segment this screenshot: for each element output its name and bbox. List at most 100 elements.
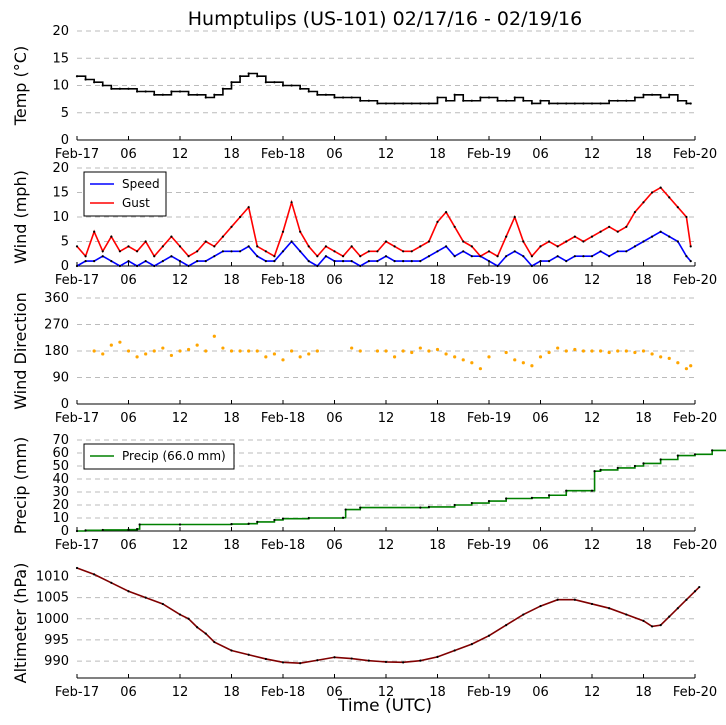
data-point	[590, 489, 594, 492]
data-point	[487, 500, 491, 503]
data-point	[238, 250, 242, 253]
data-point	[624, 349, 628, 353]
panel-dir: 0 90 180 270 360 Feb-17 06 12 18 Feb-18 06 12 18 Feb-…	[11, 291, 717, 426]
data-point	[247, 72, 250, 75]
x-tick-label: 18	[635, 273, 652, 288]
data-point	[410, 102, 413, 105]
data-point	[401, 349, 405, 353]
data-point	[556, 102, 559, 105]
x-tick-label: 12	[584, 538, 601, 553]
data-point	[650, 93, 654, 96]
data-point	[633, 245, 637, 248]
data-point	[178, 613, 182, 616]
data-point	[547, 240, 551, 243]
x-tick-label: Feb-18	[261, 273, 305, 288]
data-point	[324, 245, 328, 248]
x-tick-label: Feb-18	[261, 411, 305, 426]
data-point	[359, 255, 362, 258]
data-point	[392, 355, 397, 359]
data-point	[593, 470, 596, 473]
x-tick-label: 12	[378, 147, 395, 162]
data-point	[453, 225, 456, 228]
data-point	[350, 657, 353, 660]
x-tick-label: Feb-19	[467, 147, 511, 162]
data-point	[299, 230, 302, 233]
data-point	[118, 250, 122, 253]
data-point	[453, 503, 456, 507]
data-point	[316, 255, 319, 258]
data-point	[307, 260, 310, 263]
data-point	[581, 349, 586, 353]
data-point	[418, 346, 422, 350]
data-point	[298, 355, 302, 359]
y-tick-label: 40	[52, 472, 69, 487]
data-point	[676, 607, 679, 610]
y-tick-label: 20	[52, 498, 69, 513]
y-tick-label: 20	[52, 24, 69, 39]
data-point	[573, 347, 577, 352]
data-point	[281, 358, 285, 362]
x-tick-label: 18	[429, 411, 446, 426]
data-point	[213, 245, 216, 248]
data-point	[522, 99, 525, 102]
data-point	[462, 240, 465, 243]
data-point	[590, 255, 594, 258]
data-point	[453, 649, 456, 652]
data-point	[333, 260, 336, 263]
data-point	[693, 590, 697, 593]
data-point	[504, 350, 508, 355]
data-point	[402, 661, 405, 664]
y-tick-label: 1010	[36, 569, 69, 584]
data-point	[204, 240, 207, 243]
y-tick-label: 360	[44, 291, 69, 306]
x-tick-label: Feb-20	[673, 147, 717, 162]
data-point	[196, 93, 199, 96]
data-point	[204, 632, 207, 635]
data-point	[539, 245, 542, 248]
data-point	[496, 99, 499, 102]
data-point	[75, 566, 79, 570]
data-point	[221, 87, 225, 90]
x-tick-label: 06	[532, 273, 549, 288]
x-tick-label: Feb-19	[467, 273, 511, 288]
data-point	[307, 516, 310, 520]
data-point	[384, 349, 388, 353]
data-point	[427, 240, 431, 243]
y-tick-label: 10	[52, 79, 69, 94]
data-point	[462, 99, 465, 102]
y-tick-label: 0	[61, 133, 69, 148]
data-point	[186, 347, 191, 352]
data-point	[135, 90, 139, 93]
data-point	[505, 235, 508, 238]
data-point	[505, 624, 508, 627]
legend-wind: Speed Gust	[83, 171, 167, 217]
data-point	[689, 260, 692, 263]
data-point	[247, 349, 251, 353]
data-point	[393, 245, 396, 248]
data-point	[650, 191, 654, 194]
data-point	[402, 102, 405, 105]
data-point	[616, 99, 619, 102]
data-point	[127, 245, 130, 248]
x-tick-label: Feb-17	[55, 538, 99, 553]
data-point	[616, 466, 619, 470]
y-tick-label: 180	[44, 344, 69, 359]
data-point	[565, 240, 568, 243]
data-point	[676, 361, 680, 365]
data-point	[547, 494, 551, 497]
data-point	[212, 334, 216, 338]
data-point	[307, 90, 310, 93]
x-tick-label: 06	[532, 147, 549, 162]
data-point	[238, 349, 242, 353]
data-point	[367, 99, 370, 102]
data-point	[127, 260, 130, 263]
x-tick-label: 12	[584, 685, 601, 700]
data-point	[101, 250, 104, 253]
data-point	[608, 225, 611, 228]
x-tick-label: 12	[378, 538, 395, 553]
data-point	[436, 655, 439, 658]
data-point	[144, 352, 148, 356]
data-point	[221, 235, 225, 238]
data-point	[367, 250, 370, 253]
data-point	[616, 349, 620, 353]
